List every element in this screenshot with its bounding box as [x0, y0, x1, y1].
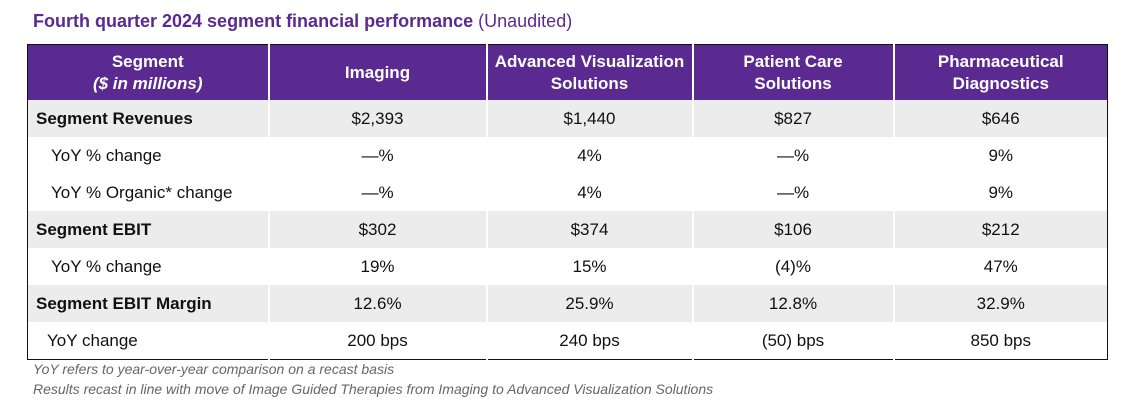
cell: 240 bps: [485, 322, 693, 360]
cell: (50) bps: [691, 322, 894, 360]
cell: 200 bps: [267, 322, 487, 360]
cell: (4)%: [691, 248, 894, 285]
cell: —%: [691, 137, 894, 174]
table-body: Segment Revenues $2,393 $1,440 $827 $646 YoY …: [27, 100, 1108, 360]
cell: 12.8%: [691, 285, 894, 322]
cell: —%: [267, 174, 487, 211]
cell: —%: [267, 137, 487, 174]
row-label: YoY change: [47, 330, 138, 350]
cell: $1,440: [485, 100, 693, 137]
cell: $646: [892, 100, 1108, 137]
table-row: Segment EBIT Margin 12.6% 25.9% 12.8% 32.9%: [27, 285, 1108, 322]
segment-table: Segment ($ in millions) Imaging Advanced …: [27, 44, 1108, 360]
table-row: YoY change 200 bps 240 bps (50) bps 850 bps: [28, 322, 1108, 360]
cell: 32.9%: [892, 285, 1108, 322]
cell: $374: [485, 211, 693, 248]
footnote: Results recast in line with move of Imag…: [33, 381, 714, 397]
table-row: YoY % change —% 4% —% 9%: [28, 137, 1108, 174]
table-row: Segment Revenues $2,393 $1,440 $827 $646: [27, 100, 1108, 137]
title-note: (Unaudited): [478, 11, 573, 31]
header-text: Segment: [111, 51, 184, 71]
footnote: YoY refers to year-over-year comparison …: [33, 361, 395, 377]
cell: $827: [691, 100, 894, 137]
header-cell: Pharmaceutical Diagnostics: [892, 44, 1108, 100]
cell: 4%: [485, 174, 693, 211]
cell: $212: [892, 211, 1108, 248]
header-row: Segment ($ in millions) Imaging Advanced …: [27, 44, 1108, 100]
footnotes: YoY refers to year-over-year comparison …: [33, 359, 713, 399]
header-cell: Patient Care Solutions: [691, 44, 894, 100]
row-label: YoY % change: [51, 145, 162, 165]
header-text: Advanced Visualization Solutions: [494, 51, 685, 93]
row-label: YoY % Organic* change: [51, 182, 233, 202]
cell: 4%: [485, 137, 693, 174]
row-label: Segment EBIT: [27, 211, 269, 248]
cell: $106: [691, 211, 894, 248]
cell: $302: [267, 211, 487, 248]
cell: 19%: [267, 248, 487, 285]
title: Fourth quarter 2024 segment financial pe…: [33, 11, 474, 31]
header-text: Patient Care Solutions: [743, 51, 843, 93]
cell: —%: [691, 174, 894, 211]
cell: 47%: [892, 248, 1108, 285]
table-row: YoY % change 19% 15% (4)% 47%: [28, 248, 1108, 285]
row-label: YoY % change: [51, 256, 162, 276]
cell: 9%: [892, 174, 1108, 211]
header-cell: Imaging: [267, 44, 487, 100]
cell: 25.9%: [485, 285, 693, 322]
cell: 15%: [485, 248, 693, 285]
table-row: Segment EBIT $302 $374 $106 $212: [27, 211, 1108, 248]
header-unit: ($ in millions): [92, 73, 203, 93]
header-text: Pharmaceutical Diagnostics: [937, 51, 1064, 93]
row-label: Segment EBIT Margin: [27, 285, 269, 322]
header-cell: Advanced Visualization Solutions: [485, 44, 693, 100]
header-text: Imaging: [344, 62, 411, 82]
table-row: YoY % Organic* change —% 4% —% 9%: [28, 174, 1108, 211]
title-block: Fourth quarter 2024 segment financial pe…: [33, 11, 572, 32]
cell: 850 bps: [892, 322, 1108, 360]
cell: 9%: [892, 137, 1108, 174]
cell: 12.6%: [267, 285, 487, 322]
cell: $2,393: [267, 100, 487, 137]
row-label: Segment Revenues: [27, 100, 269, 137]
header-cell: Segment ($ in millions): [27, 44, 269, 100]
